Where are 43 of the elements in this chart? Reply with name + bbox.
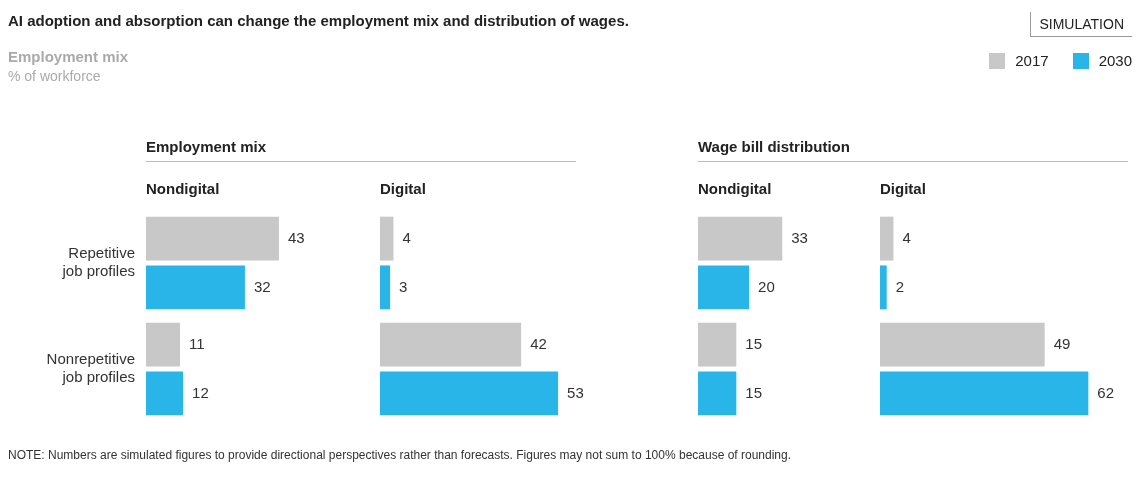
chart-subtitle: Employment mix bbox=[8, 48, 129, 65]
data-label: 33 bbox=[791, 228, 808, 246]
x-axis-title: Digital bbox=[380, 180, 426, 197]
bar bbox=[880, 371, 1089, 416]
bar bbox=[880, 216, 894, 261]
text: NOTE: Numbers are simulated figures to provide directional perspectives rather than forecasts. Figures may not sum to 100% because of rounding. bbox=[8, 448, 792, 462]
text: AI adoption and absorption can change the employment mix and distribution of wages. bbox=[8, 12, 629, 29]
data-label: 53 bbox=[567, 383, 584, 401]
legend-label: 2017 bbox=[1015, 52, 1049, 69]
data-label: 2 bbox=[895, 277, 905, 295]
data-label: 32 bbox=[253, 277, 271, 295]
data-label: 12 bbox=[192, 383, 209, 401]
bar bbox=[146, 371, 184, 416]
bar bbox=[880, 265, 887, 310]
y-tick-label: Repetitive job profiles bbox=[61, 244, 135, 280]
x-axis-title: Nondigital bbox=[698, 180, 772, 197]
data-label: 43 bbox=[287, 228, 305, 246]
bar bbox=[380, 371, 559, 416]
x-axis-title: Digital bbox=[880, 180, 926, 197]
data-label: 15 bbox=[745, 334, 762, 352]
text: Employment mix bbox=[146, 138, 576, 162]
text: Wage bill distribution bbox=[698, 138, 1128, 162]
text: % of workforce bbox=[8, 68, 101, 84]
data-label: 62 bbox=[1097, 383, 1115, 401]
y-tick-label: Nonrepetitive job profiles bbox=[46, 350, 135, 386]
data-label: 4 bbox=[902, 228, 911, 246]
bar bbox=[146, 265, 245, 310]
data-label: 11 bbox=[189, 334, 205, 352]
data-label: 42 bbox=[530, 334, 547, 352]
bar bbox=[380, 322, 522, 367]
data-label: 49 bbox=[1053, 334, 1071, 352]
bar bbox=[880, 322, 1045, 367]
x-axis-title: Nondigital bbox=[146, 180, 220, 197]
bar bbox=[146, 216, 279, 261]
bar bbox=[380, 265, 391, 310]
text: SIMULATION bbox=[1030, 12, 1132, 37]
legend-label: 2030 bbox=[1098, 52, 1132, 69]
data-label: 4 bbox=[402, 228, 411, 246]
data-label: 15 bbox=[745, 383, 762, 401]
bar bbox=[146, 322, 181, 367]
data-label: 3 bbox=[399, 277, 408, 295]
data-label: 20 bbox=[758, 277, 775, 295]
bar bbox=[380, 216, 394, 261]
